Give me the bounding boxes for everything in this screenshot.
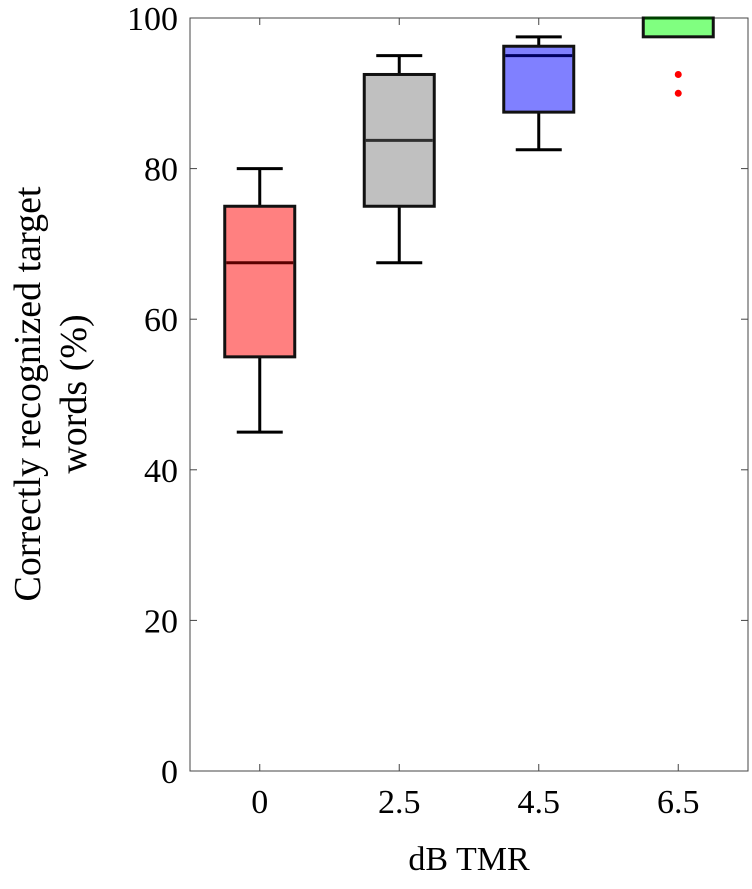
y-axis-label-line-2: words (%) [53, 314, 95, 473]
y-tick-label: 100 [127, 1, 178, 38]
box-iqr [223, 204, 297, 359]
box-0 [223, 167, 297, 434]
x-tick-label: 2.5 [378, 784, 421, 821]
outlier-point [674, 89, 682, 97]
y-tick-label: 60 [144, 302, 178, 339]
box-iqr [502, 44, 576, 114]
plot-area [189, 17, 749, 772]
box-2.5 [362, 54, 436, 265]
x-tick-label: 0 [251, 784, 268, 821]
y-tick-label: 40 [144, 453, 178, 490]
box-6.5 [641, 16, 715, 97]
y-tick-label: 20 [144, 603, 178, 640]
outlier-point [674, 70, 682, 78]
x-axis-label: dB TMR [408, 841, 530, 878]
x-tick-label: 6.5 [657, 784, 700, 821]
box-iqr [641, 16, 715, 39]
y-tick-label: 80 [144, 152, 178, 189]
y-tick-label: 0 [161, 754, 178, 791]
x-tick-label: 4.5 [518, 784, 561, 821]
box-4.5 [502, 35, 576, 152]
y-axis-label-line-1: Correctly recognized target [7, 186, 49, 601]
